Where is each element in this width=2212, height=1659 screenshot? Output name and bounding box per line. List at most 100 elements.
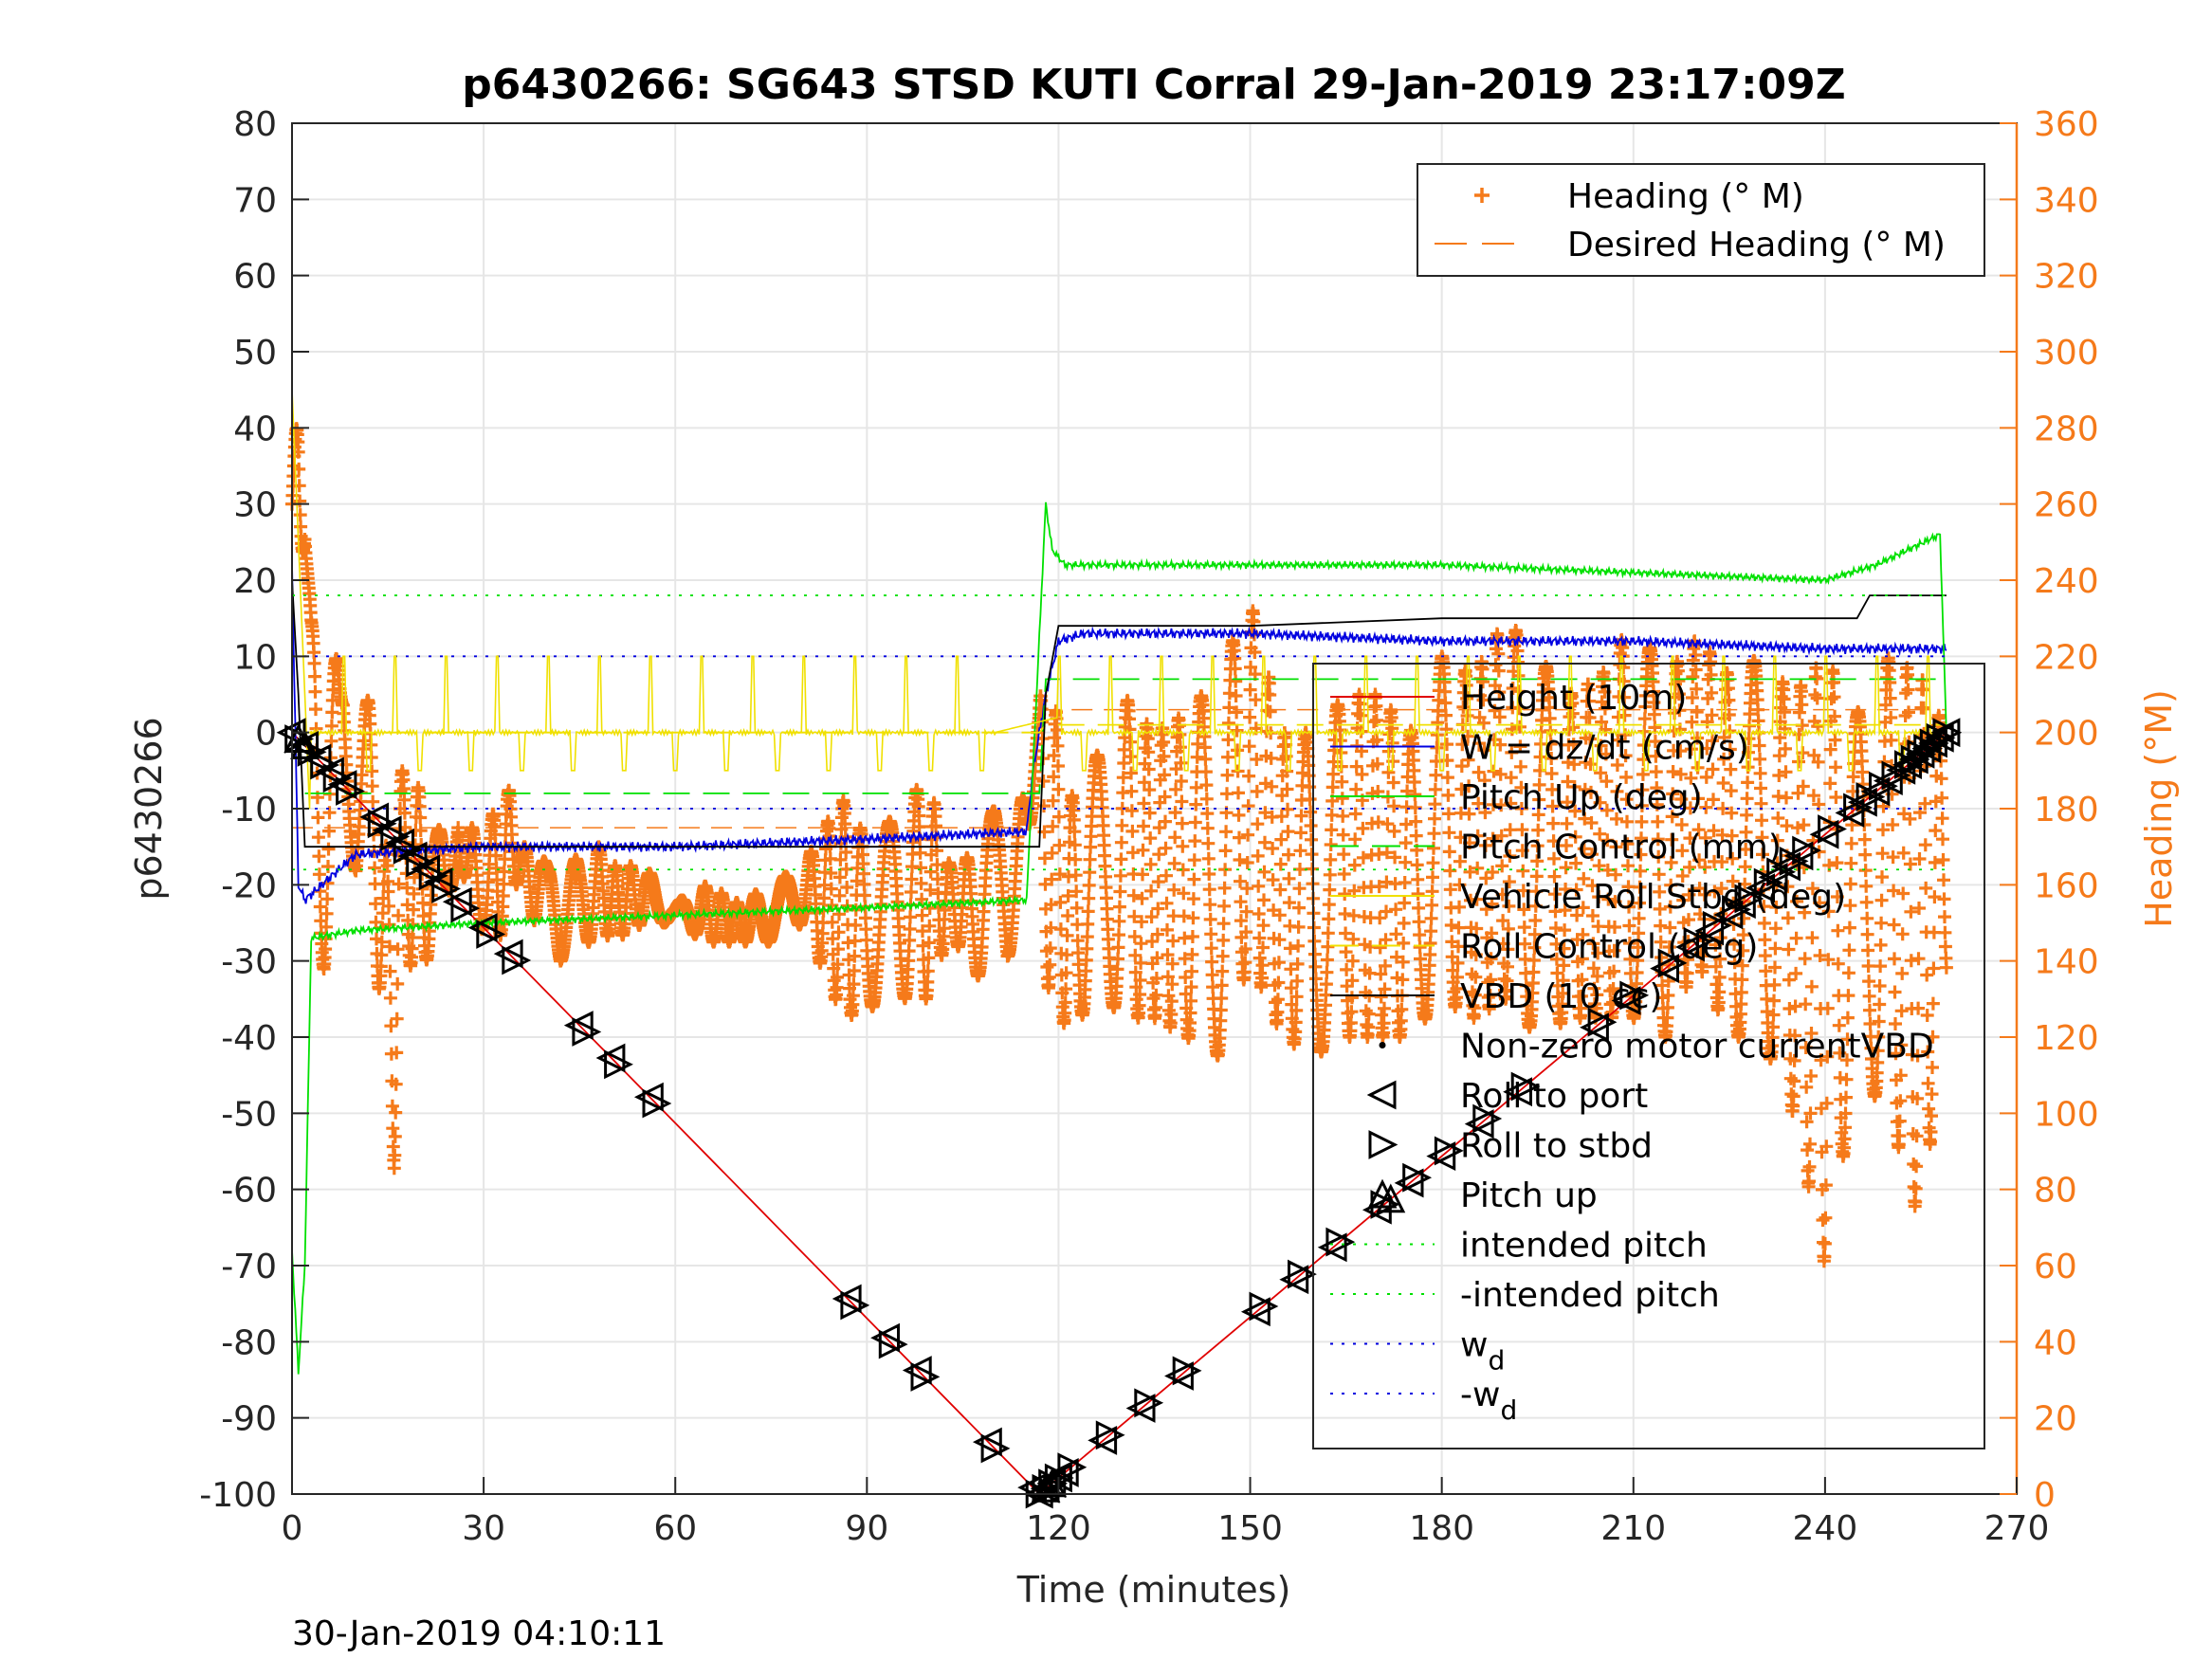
legend-main-label-text: w (1460, 1326, 1488, 1365)
legend-main-label: W = dz/dt (cm/s) (1460, 729, 1749, 768)
legend-heading-label: Desired Heading (° M) (1567, 226, 1946, 264)
y2-tick-label: 220 (2034, 638, 2099, 677)
legend-main-label: wd (1460, 1326, 1505, 1376)
legend-main-swatch (1379, 1042, 1386, 1048)
legend-main-label-sub: d (1500, 1395, 1517, 1426)
y-tick-label: 30 (233, 486, 277, 525)
x-tick-label: 150 (1217, 1509, 1283, 1548)
legend-main-label: Roll to port (1460, 1077, 1648, 1116)
y2-tick-label: 360 (2034, 105, 2099, 144)
x-tick-label: 210 (1600, 1509, 1666, 1548)
legend-main-label-text: Roll to stbd (1460, 1127, 1653, 1166)
y2-tick-label: 340 (2034, 181, 2099, 220)
y-tick-label: 10 (233, 638, 277, 677)
y2-tick-label: 260 (2034, 486, 2099, 525)
x-axis-label: Time (minutes) (1016, 1569, 1291, 1611)
legend-main-label-text: Roll to port (1460, 1077, 1648, 1116)
series-pitch-up (291, 501, 1947, 1375)
legend-main: Height (10m) W = dz/dt (cm/s) Pitch Up (de… (1312, 663, 1985, 1449)
legend-heading-box (1417, 163, 1985, 277)
y-tick-label: -10 (221, 791, 277, 830)
y2-tick-label: 100 (2034, 1095, 2099, 1134)
legend-main-label-text: -w (1460, 1376, 1500, 1414)
x-tick-label: 240 (1793, 1509, 1858, 1548)
x-tick-label: 0 (282, 1509, 303, 1548)
legend-main-label-text: Pitch Control (mm) (1460, 829, 1782, 867)
y2-axis-label: Heading (°M) (2138, 689, 2180, 928)
legend-main-label: Height (10m) (1460, 679, 1687, 718)
legend-main-label: Vehicle Roll Stbd (deg) (1460, 878, 1846, 917)
y-tick-label: -30 (221, 943, 277, 982)
y-tick-label: 0 (255, 715, 277, 754)
x-tick-label: 120 (1026, 1509, 1091, 1548)
legend-main-label: -wd (1460, 1376, 1517, 1426)
series-pitch-control (304, 678, 1947, 794)
y-tick-label: 70 (233, 181, 277, 220)
y-tick-label: -60 (221, 1172, 277, 1211)
legend-main-label-text: VBD (10 cc) (1460, 977, 1662, 1016)
y2-tick-label: 300 (2034, 334, 2099, 373)
chart-title: p6430266: SG643 STSD KUTI Corral 29-Jan-… (462, 61, 1845, 109)
y-tick-label: -90 (221, 1400, 277, 1439)
y-tick-label: -100 (199, 1476, 277, 1515)
ticks: 0 30 60 90 120 150 180 210 240 270 80 70 60 50 40 30 20 1… (199, 105, 2098, 1548)
footer-timestamp: 30-Jan-2019 04:10:11 (292, 1614, 666, 1653)
legend-main-swatch (1368, 1130, 1398, 1159)
y2-tick-label: 320 (2034, 258, 2099, 297)
roll-to-stbd-markers (284, 718, 1963, 1509)
legend-main-label-text: Vehicle Roll Stbd (deg) (1460, 878, 1846, 917)
y-tick-label: 80 (233, 105, 277, 144)
legend-main-label-text: Pitch up (1460, 1176, 1598, 1215)
y2-tick-label: 160 (2034, 866, 2099, 905)
legend-main-label: -intended pitch (1460, 1276, 1720, 1315)
y-tick-label: -70 (221, 1248, 277, 1286)
y-tick-label: 50 (233, 334, 277, 373)
x-tick-label: 180 (1409, 1509, 1474, 1548)
series-vehicle-roll-stbd (291, 390, 1947, 810)
legend-main-label: Pitch Up (deg) (1460, 778, 1703, 817)
legend-main-label-sub: d (1488, 1345, 1505, 1376)
legend-heading: Heading (° M) Desired Heading (° M) (1417, 163, 1985, 277)
y-tick-label: 60 (233, 258, 277, 297)
legend-main-label: Pitch Control (mm) (1460, 829, 1782, 867)
y2-tick-label: 140 (2034, 943, 2099, 982)
legend-main-label: Roll to stbd (1460, 1127, 1653, 1166)
y2-tick-label: 80 (2034, 1172, 2077, 1211)
y2-tick-label: 120 (2034, 1019, 2099, 1058)
y2-tick-label: 180 (2034, 791, 2099, 830)
legend-main-label-text: W = dz/dt (cm/s) (1460, 729, 1749, 768)
legend-main-label: Non-zero motor currentVBD (1460, 1028, 1934, 1066)
y-axis-label: p6430266 (128, 717, 170, 900)
y-tick-label: -40 (221, 1019, 277, 1058)
y2-tick-label: 0 (2034, 1476, 2056, 1515)
legend-main-label-text: Roll Control (deg) (1460, 928, 1758, 967)
x-tick-label: 270 (1984, 1509, 2050, 1548)
legend-main-label-text: Height (10m) (1460, 679, 1687, 718)
y2-tick-label: 60 (2034, 1248, 2077, 1286)
legend-main-label: Pitch up (1460, 1176, 1598, 1215)
legend-main-label: intended pitch (1460, 1227, 1708, 1266)
line-series (291, 390, 1947, 1496)
series-vbd (291, 579, 1947, 848)
legend-main-label: VBD (10 cc) (1460, 977, 1662, 1016)
y-tick-label: -50 (221, 1095, 277, 1134)
y-tick-label: 40 (233, 410, 277, 448)
series-w (291, 564, 1947, 904)
legend-main-label: Roll Control (deg) (1460, 928, 1758, 967)
legend-main-swatch (1366, 1080, 1397, 1110)
y2-tick-label: 40 (2034, 1323, 2077, 1362)
y2-tick-label: 280 (2034, 410, 2099, 448)
pitch-up-markers (283, 723, 1406, 1503)
y-tick-label: 20 (233, 562, 277, 601)
legend-main-label-text: -intended pitch (1460, 1276, 1720, 1315)
x-tick-label: 90 (845, 1509, 888, 1548)
legend-main-label-text: Pitch Up (deg) (1460, 778, 1703, 817)
legend-main-label-text: intended pitch (1460, 1227, 1708, 1266)
y2-tick-label: 20 (2034, 1400, 2077, 1439)
x-tick-label: 60 (653, 1509, 697, 1548)
y2-tick-label: 240 (2034, 562, 2099, 601)
legend-main-box (1312, 663, 1985, 1449)
y-tick-label: -20 (221, 866, 277, 905)
legend-heading-label: Heading (° M) (1567, 177, 1804, 216)
